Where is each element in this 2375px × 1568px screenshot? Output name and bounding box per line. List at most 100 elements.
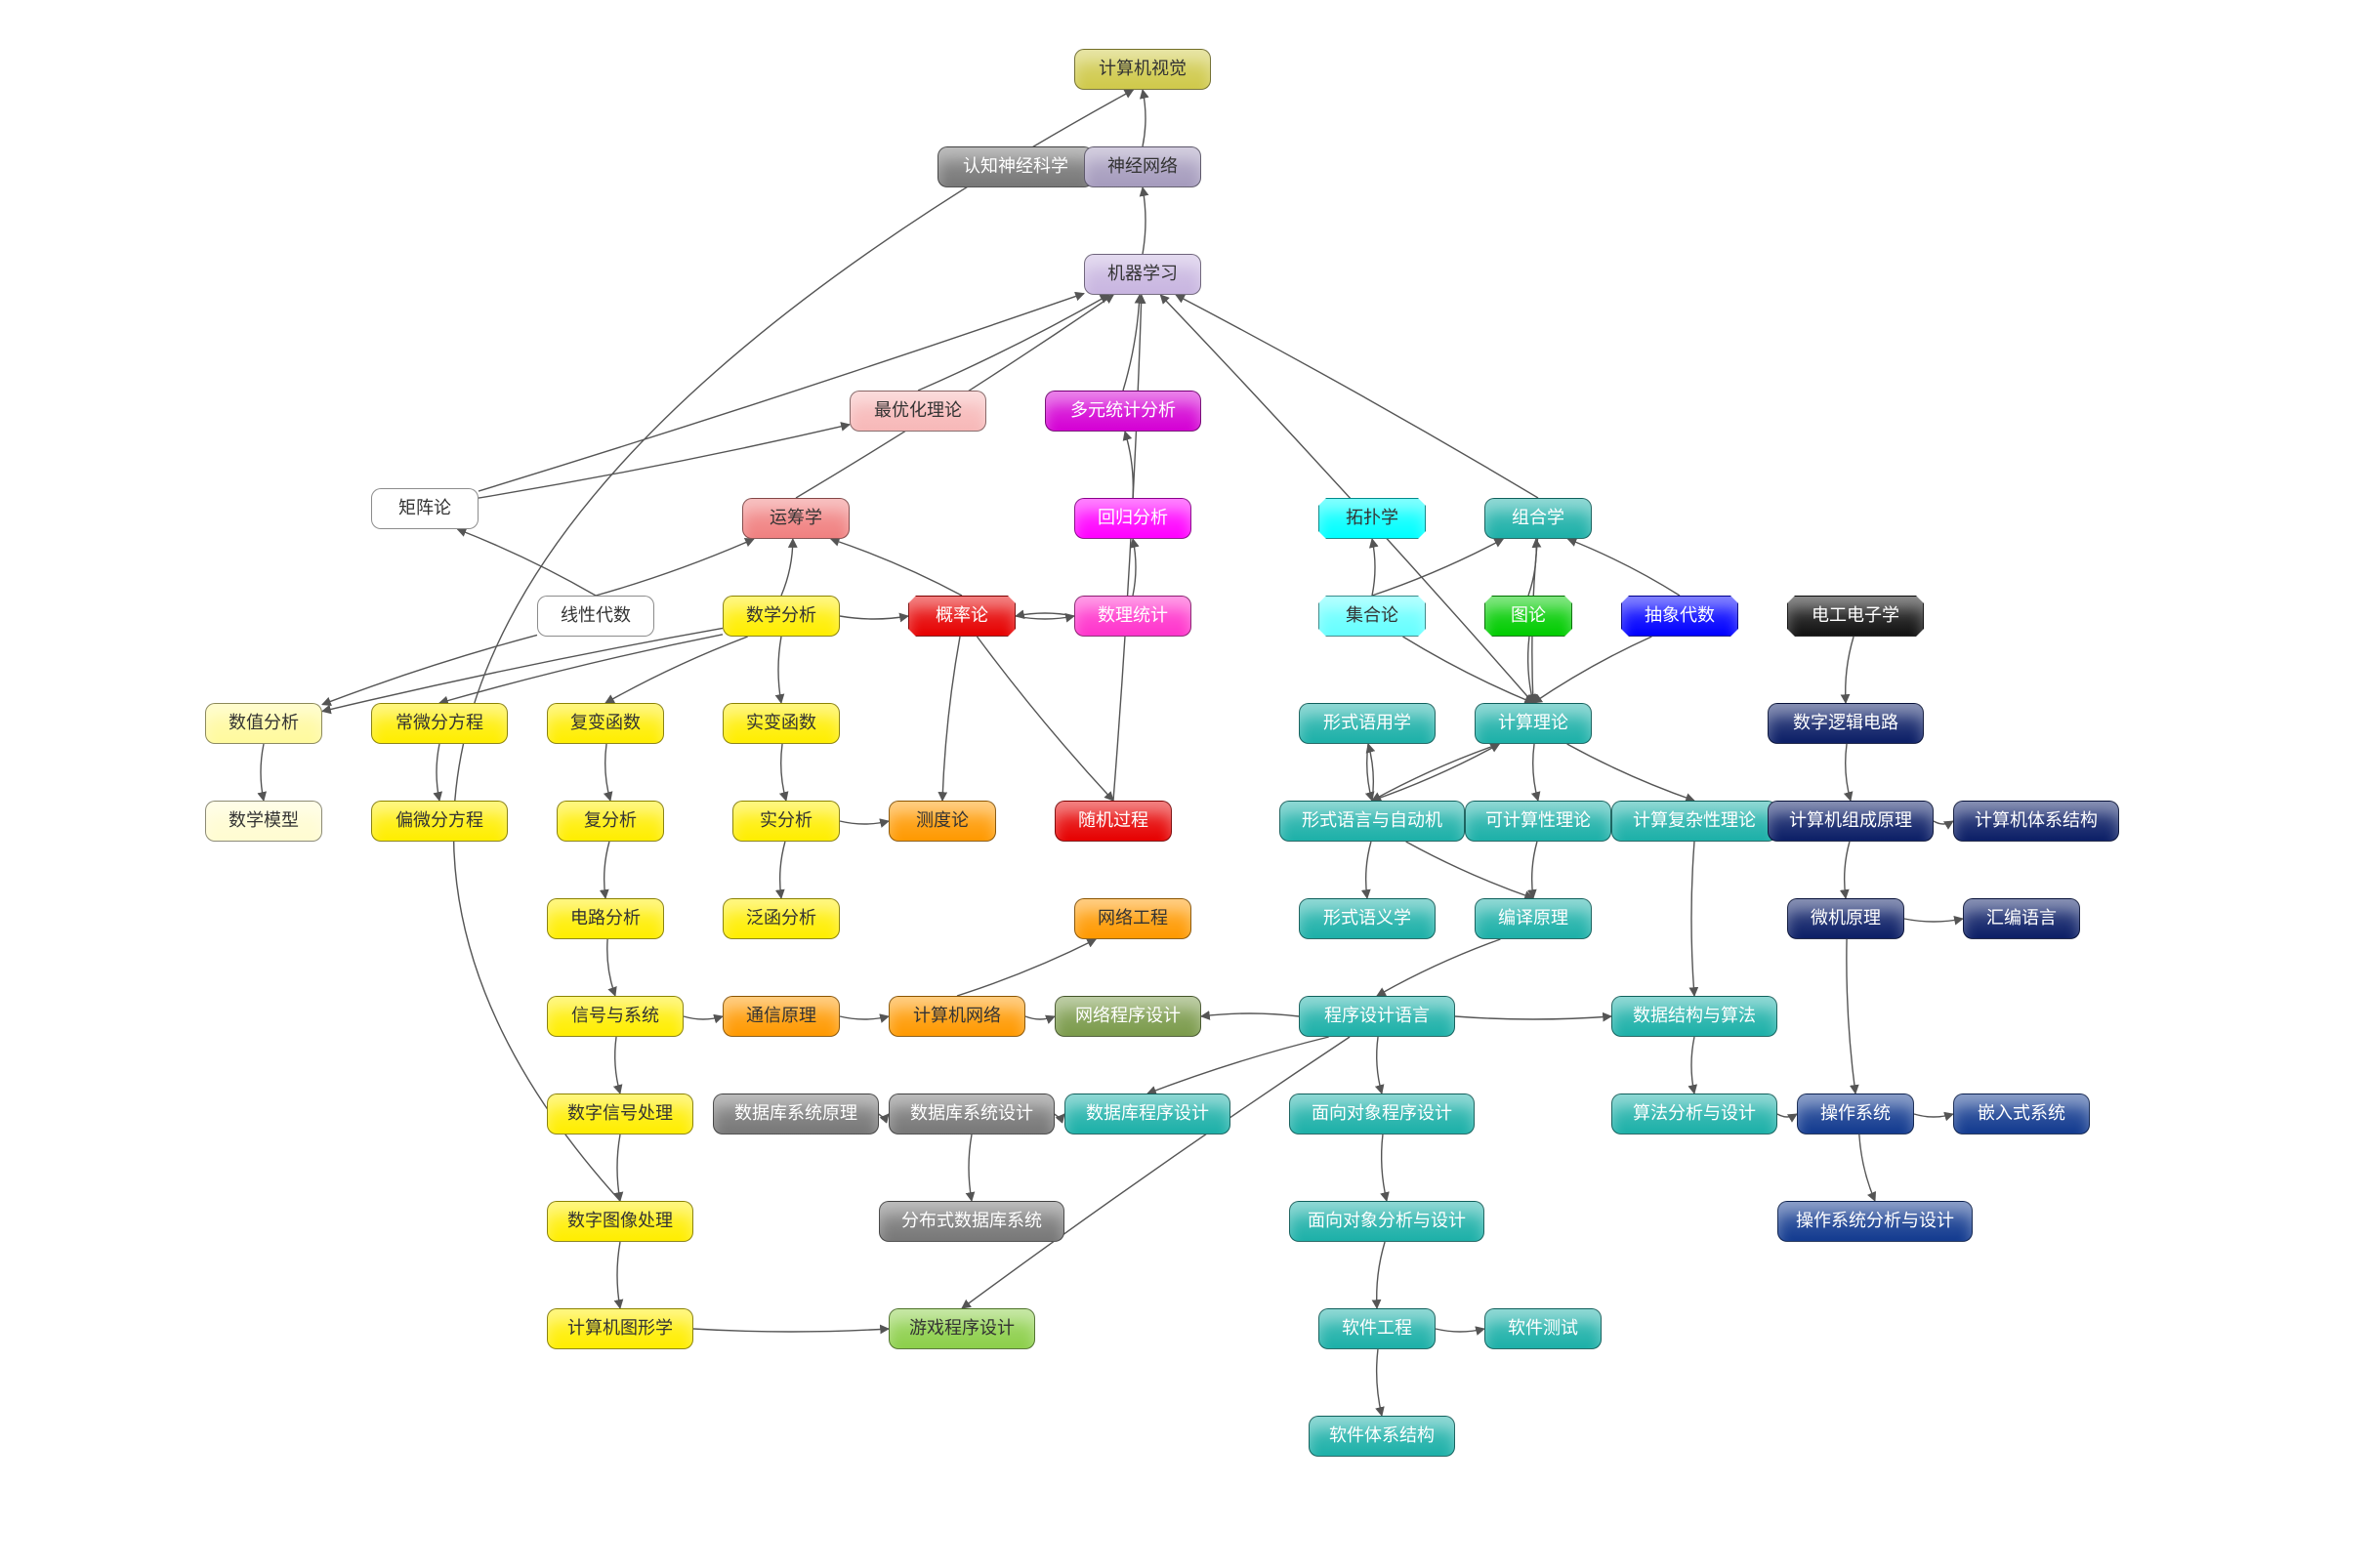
edge-dsp-to-dip — [617, 1135, 620, 1201]
node-label: 数据库系统设计 — [910, 1104, 1033, 1124]
node-mathan: 数学分析 — [723, 596, 840, 637]
node-realan: 实分析 — [732, 801, 840, 842]
node-mvstat: 多元统计分析 — [1045, 391, 1201, 432]
node-prob: 概率论 — [908, 596, 1016, 637]
node-label: 泛函分析 — [746, 909, 816, 928]
edge-circuit-to-sigsys — [607, 939, 615, 996]
edge-comparch0-to-mcu — [1845, 842, 1850, 898]
edge-regress-to-mvstat — [1125, 432, 1133, 498]
node-comb: 组合学 — [1484, 498, 1592, 539]
node-label: 回归分析 — [1098, 509, 1168, 528]
node-label: 多元统计分析 — [1070, 401, 1176, 421]
edge-ooad-to-se — [1377, 1242, 1385, 1308]
node-label: 汇编语言 — [1986, 909, 2057, 928]
node-label: 面向对象分析与设计 — [1308, 1212, 1466, 1231]
node-label: 计算机组成原理 — [1789, 811, 1912, 831]
node-flauto: 形式语言与自动机 — [1279, 801, 1465, 842]
node-comparch: 计算机体系结构 — [1953, 801, 2119, 842]
edge-compth-to-flauto — [1372, 744, 1499, 801]
node-label: 集合论 — [1346, 606, 1398, 626]
node-label: 复分析 — [584, 811, 637, 831]
edge-plang-to-gamedes — [962, 1037, 1350, 1308]
node-label: 程序设计语言 — [1324, 1007, 1430, 1026]
edge-dlogic-to-comparch0 — [1846, 744, 1851, 801]
node-label: 形式语言与自动机 — [1302, 811, 1442, 831]
node-label: 运筹学 — [770, 509, 822, 528]
node-label: 微机原理 — [1811, 909, 1881, 928]
edge-comparch0-to-comparch — [1934, 821, 1953, 824]
node-label: 形式语义学 — [1323, 909, 1411, 928]
edge-formpr-to-flauto — [1367, 744, 1372, 801]
edge-ee-to-dlogic — [1846, 637, 1854, 703]
node-label: 矩阵论 — [398, 499, 451, 518]
node-oop: 面向对象程序设计 — [1289, 1093, 1475, 1135]
node-label: 组合学 — [1512, 509, 1564, 528]
node-label: 计算机视觉 — [1099, 60, 1187, 79]
node-label: 认知神经科学 — [963, 157, 1068, 177]
node-label: 最优化理论 — [874, 401, 962, 421]
edge-realfun-to-realan — [781, 744, 786, 801]
edge-linalg-to-numan — [322, 635, 537, 704]
node-mmodel: 数学模型 — [205, 801, 322, 842]
node-mstat: 数理统计 — [1074, 596, 1191, 637]
edge-ml-to-nn — [1143, 187, 1146, 254]
node-netprog: 网络程序设计 — [1055, 996, 1201, 1037]
node-label: 线性代数 — [561, 606, 631, 626]
node-compiler: 编译原理 — [1475, 898, 1592, 939]
node-nn: 神经网络 — [1084, 146, 1201, 187]
node-sigsys: 信号与系统 — [547, 996, 684, 1037]
node-or: 运筹学 — [742, 498, 850, 539]
node-complex: 计算复杂性理论 — [1611, 801, 1777, 842]
node-cg: 计算机图形学 — [547, 1308, 693, 1349]
edge-mathan-to-numan — [322, 628, 723, 711]
edge-commth-to-cn — [840, 1016, 889, 1019]
edge-abalg-to-comb — [1567, 539, 1680, 596]
edge-cn-to-netprog — [1025, 1016, 1055, 1019]
node-label: 操作系统分析与设计 — [1796, 1212, 1954, 1231]
edge-plang-to-oop — [1377, 1037, 1382, 1093]
node-label: 概率论 — [936, 606, 988, 626]
edge-cplxfun-to-cplxan — [605, 744, 610, 801]
node-dlogic: 数字逻辑电路 — [1768, 703, 1924, 744]
edge-flauto-to-compiler — [1406, 842, 1533, 898]
edge-stochp-to-ml — [1113, 295, 1142, 801]
node-algoan: 算法分析与设计 — [1611, 1093, 1777, 1135]
node-label: 计算理论 — [1498, 714, 1568, 733]
node-cplxfun: 复变函数 — [547, 703, 664, 744]
node-label: 图论 — [1511, 606, 1546, 626]
edge-compth-to-complex — [1567, 744, 1694, 801]
node-dsp: 数字信号处理 — [547, 1093, 693, 1135]
node-cv: 计算机视觉 — [1074, 49, 1211, 90]
node-label: 操作系统 — [1820, 1104, 1891, 1124]
edge-complex-to-dsalgo — [1691, 842, 1694, 996]
edge-os-to-osdes — [1859, 1135, 1875, 1201]
node-label: 数据库程序设计 — [1086, 1104, 1209, 1124]
edge-mcu-to-os — [1847, 939, 1855, 1093]
edge-comb-to-ml — [1176, 295, 1538, 498]
node-embed: 嵌入式系统 — [1953, 1093, 2090, 1135]
edge-optim-to-ml — [918, 295, 1109, 391]
node-label: 计算机网络 — [913, 1007, 1001, 1026]
edge-setth-to-comb — [1372, 539, 1503, 596]
node-label: 测度论 — [916, 811, 969, 831]
edge-compiler-to-plang — [1377, 939, 1500, 996]
edge-mathan-to-or — [781, 539, 793, 596]
edge-se-to-swtest — [1436, 1329, 1484, 1332]
edge-flauto-to-formsem — [1366, 842, 1371, 898]
node-formpr: 形式语用学 — [1299, 703, 1436, 744]
node-ee: 电工电子学 — [1787, 596, 1924, 637]
node-numan: 数值分析 — [205, 703, 322, 744]
node-abalg: 抽象代数 — [1621, 596, 1738, 637]
edge-numan-to-mmodel — [261, 744, 264, 801]
node-compth: 计算理论 — [1475, 703, 1592, 744]
node-label: 数学模型 — [229, 811, 299, 831]
edge-computab-to-compiler — [1532, 842, 1537, 898]
edge-dbsys-to-dbdes — [879, 1114, 889, 1117]
edge-ode-to-pde — [437, 744, 439, 801]
node-osdes: 操作系统分析与设计 — [1777, 1201, 1973, 1242]
node-label: 数字信号处理 — [567, 1104, 673, 1124]
node-label: 复变函数 — [570, 714, 641, 733]
node-dbsys: 数据库系统原理 — [713, 1093, 879, 1135]
node-circuit: 电路分析 — [547, 898, 664, 939]
edge-sigsys-to-commth — [684, 1016, 723, 1019]
